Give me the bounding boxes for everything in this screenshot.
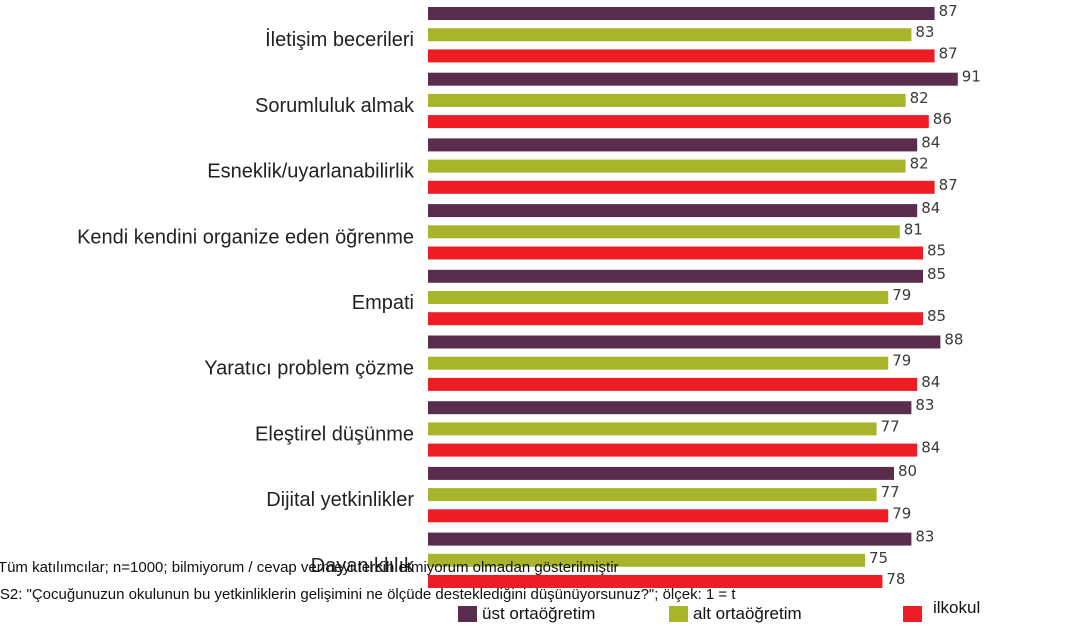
value-label: 87 bbox=[939, 176, 958, 194]
category-label: Eleştirel düşünme bbox=[255, 423, 414, 445]
value-label: 79 bbox=[892, 286, 911, 304]
legend-swatch bbox=[669, 606, 688, 622]
bar bbox=[428, 204, 918, 218]
value-label: 82 bbox=[910, 155, 929, 173]
bar bbox=[428, 115, 929, 129]
category-label: Esneklik/uyarlanabilirlik bbox=[207, 161, 415, 183]
bar bbox=[428, 401, 912, 415]
bar bbox=[428, 335, 941, 349]
question-note: oru S2: "Çocuğunuzun okulunun bu yetkinl… bbox=[0, 586, 736, 603]
bar bbox=[428, 291, 889, 304]
value-label: 77 bbox=[881, 417, 900, 435]
bar bbox=[428, 509, 889, 523]
base-note: az: Tüm katılımcılar; n=1000; bilmiyorum… bbox=[0, 559, 619, 576]
value-label: 84 bbox=[921, 439, 940, 457]
bar bbox=[428, 72, 958, 86]
value-label: 87 bbox=[939, 44, 958, 62]
value-label: 79 bbox=[892, 352, 911, 370]
bar bbox=[428, 93, 906, 107]
legend-label: üst ortaöğretim bbox=[482, 604, 596, 623]
value-label: 75 bbox=[869, 549, 888, 567]
value-label: 79 bbox=[892, 504, 911, 522]
value-label: 78 bbox=[886, 570, 905, 588]
bar bbox=[428, 49, 935, 63]
value-label: 81 bbox=[904, 220, 923, 238]
value-label: 85 bbox=[927, 242, 946, 260]
value-labels: 8783879182868482878481858579858879848377… bbox=[869, 2, 981, 588]
value-label: 83 bbox=[915, 528, 934, 546]
category-label: Kendi kendini organize eden öğrenme bbox=[77, 226, 414, 248]
legend-swatch bbox=[903, 606, 922, 622]
value-label: 83 bbox=[915, 396, 934, 414]
bar bbox=[428, 575, 883, 588]
value-label: 91 bbox=[962, 68, 981, 86]
bars bbox=[428, 7, 958, 588]
value-label: 77 bbox=[881, 483, 900, 501]
value-label: 88 bbox=[944, 331, 963, 349]
category-labels: İletişim becerileri Sorumluluk almak Esnek… bbox=[77, 28, 415, 577]
bar bbox=[428, 28, 912, 42]
value-label: 84 bbox=[921, 133, 940, 151]
value-label: 84 bbox=[921, 373, 940, 391]
value-label: 85 bbox=[927, 307, 946, 325]
bar bbox=[428, 488, 877, 502]
value-label: 83 bbox=[915, 23, 934, 41]
category-label: Dijital yetkinlikler bbox=[266, 489, 414, 511]
category-label: Sorumluluk almak bbox=[255, 95, 415, 117]
bar bbox=[428, 553, 865, 567]
bar bbox=[428, 532, 912, 546]
bar bbox=[428, 377, 918, 391]
bar bbox=[428, 7, 935, 20]
bar bbox=[428, 422, 877, 436]
value-label: 85 bbox=[927, 265, 946, 283]
category-label: Empati bbox=[352, 292, 414, 314]
bar bbox=[428, 443, 918, 457]
legend-swatch bbox=[458, 606, 477, 622]
category-label: Yaratıcı problem çözme bbox=[204, 358, 414, 380]
category-label: İletişim becerileri bbox=[265, 28, 414, 51]
bar bbox=[428, 159, 906, 173]
bar bbox=[428, 356, 889, 370]
value-label: 82 bbox=[910, 89, 929, 107]
bar bbox=[428, 466, 894, 480]
legend-label: alt ortaöğretim bbox=[693, 604, 802, 623]
bar bbox=[428, 312, 923, 326]
bar bbox=[428, 225, 900, 239]
bar bbox=[428, 246, 923, 260]
legend-label: ilkokul bbox=[933, 598, 981, 617]
value-label: 86 bbox=[933, 110, 952, 128]
bar bbox=[428, 180, 935, 194]
bar bbox=[428, 138, 918, 152]
value-label: 87 bbox=[939, 2, 958, 20]
value-label: 84 bbox=[921, 199, 940, 217]
bar bbox=[428, 269, 923, 283]
value-label: 80 bbox=[898, 462, 917, 480]
category-label: Dayanıklılık bbox=[311, 555, 415, 577]
